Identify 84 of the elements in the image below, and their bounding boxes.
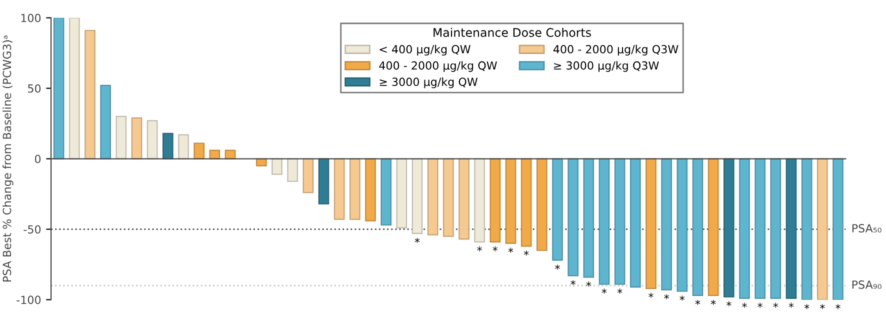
legend-label: ≥ 3000 µg/kg Q3W bbox=[554, 61, 659, 72]
bar bbox=[724, 158, 734, 298]
data-label: * bbox=[524, 250, 529, 256]
data-label: * bbox=[820, 304, 825, 310]
y-tick-label: -50 bbox=[24, 225, 41, 234]
data-label: * bbox=[710, 300, 716, 305]
ref-line-label: PSA₅₀ bbox=[852, 224, 882, 232]
data-label: * bbox=[788, 302, 794, 308]
data-label: * bbox=[648, 292, 654, 298]
bar bbox=[365, 158, 376, 222]
bar bbox=[69, 18, 80, 160]
bar bbox=[146, 120, 158, 160]
bar bbox=[84, 30, 96, 160]
legend-label: < 400 µg/kg QW bbox=[380, 44, 470, 56]
data-label: * bbox=[602, 288, 607, 294]
bar bbox=[692, 158, 704, 296]
data-label: * bbox=[477, 246, 482, 252]
bar bbox=[318, 158, 330, 204]
bar bbox=[427, 158, 438, 236]
bar bbox=[817, 158, 828, 300]
bar bbox=[350, 158, 360, 220]
data-label: * bbox=[508, 248, 514, 253]
y-tick-label: 0 bbox=[34, 154, 41, 164]
bar bbox=[490, 158, 501, 242]
bar bbox=[583, 158, 594, 278]
y-axis-title: PSA Best % Change from Baseline (PCWG3)ᵃ bbox=[2, 36, 14, 282]
bar bbox=[598, 158, 610, 285]
bar bbox=[505, 158, 516, 244]
bar bbox=[614, 158, 626, 285]
bar bbox=[754, 158, 766, 299]
bar bbox=[412, 158, 423, 234]
data-label: * bbox=[492, 246, 498, 252]
legend-label: ≥ 3000 µg/kg QW bbox=[380, 77, 478, 88]
bar bbox=[131, 117, 142, 160]
legend-label: 400 - 2000 µg/kg QW bbox=[379, 61, 497, 72]
data-label: * bbox=[664, 294, 670, 300]
bar bbox=[53, 18, 64, 160]
bar bbox=[832, 158, 844, 300]
bar bbox=[116, 116, 127, 160]
legend-title: Maintenance Dose Cohorts bbox=[434, 28, 591, 37]
bar bbox=[287, 158, 298, 182]
data-label: * bbox=[726, 301, 732, 306]
data-label: * bbox=[617, 288, 622, 294]
bar bbox=[334, 158, 345, 220]
bar bbox=[380, 158, 392, 226]
data-label: * bbox=[836, 304, 840, 310]
ref-line-label: PSA₉₀ bbox=[852, 280, 882, 289]
y-tick-label: 50 bbox=[28, 84, 41, 93]
data-label: * bbox=[414, 238, 420, 243]
bar bbox=[302, 158, 314, 194]
y-tick-label: -100 bbox=[16, 296, 41, 304]
bar bbox=[708, 158, 719, 296]
bar bbox=[194, 142, 204, 160]
bar bbox=[520, 158, 532, 247]
bar bbox=[786, 158, 797, 299]
bar bbox=[396, 158, 408, 228]
bar bbox=[162, 132, 174, 160]
bar bbox=[272, 158, 282, 175]
bar bbox=[100, 84, 111, 160]
bar bbox=[739, 158, 750, 299]
data-label: * bbox=[586, 282, 592, 287]
data-label: * bbox=[680, 296, 685, 301]
data-label: * bbox=[758, 302, 763, 308]
bar bbox=[676, 158, 688, 292]
bar bbox=[630, 158, 641, 288]
bar bbox=[646, 158, 656, 289]
bar bbox=[801, 158, 812, 300]
bar bbox=[661, 158, 672, 290]
data-label: * bbox=[555, 264, 560, 270]
bar bbox=[443, 158, 454, 237]
bar bbox=[552, 158, 563, 261]
bar bbox=[536, 158, 548, 251]
data-label: * bbox=[773, 302, 778, 308]
data-label: * bbox=[804, 304, 810, 310]
y-tick-label: 100 bbox=[21, 14, 41, 22]
bar bbox=[458, 158, 470, 240]
data-label: * bbox=[570, 280, 576, 286]
data-label: * bbox=[742, 302, 747, 308]
bar bbox=[178, 134, 189, 160]
bar bbox=[474, 158, 485, 242]
bar bbox=[770, 158, 782, 299]
legend-label: 400 - 2000 µg/kg Q3W bbox=[553, 44, 678, 56]
data-label: * bbox=[695, 300, 700, 305]
bar bbox=[568, 158, 578, 276]
